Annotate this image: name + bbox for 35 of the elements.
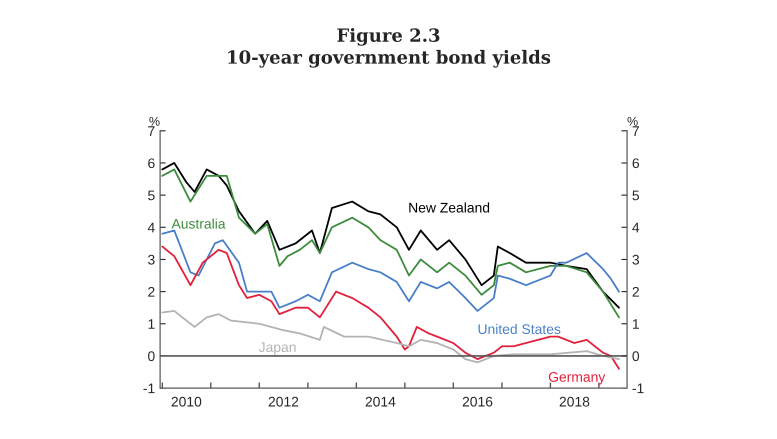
y2-tick-label: -1	[632, 384, 644, 394]
chart-subtitle: 10-year government bond yields	[228, 50, 550, 68]
y2-tick-label: 6	[632, 158, 640, 168]
chart-title: Figure 2.3	[337, 28, 440, 46]
line-series	[161, 310, 620, 364]
y-tick-label: 0	[148, 351, 155, 362]
y-axis-title: %	[149, 116, 160, 126]
y2-tick-label: 5	[632, 190, 640, 200]
y-tick-label: 2	[148, 286, 155, 297]
y-tick-label: 4	[148, 222, 155, 232]
y2-axis-title: %	[627, 116, 638, 126]
series-label: Germany	[548, 372, 606, 385]
series-label: Australia	[172, 218, 226, 229]
y2-tick-label: 2	[632, 286, 639, 297]
y2-tick-label: 0	[632, 351, 640, 362]
series-label: New Zealand	[409, 202, 490, 213]
x-tick-label: 2014	[366, 396, 396, 407]
y2-tick-label: 3	[632, 254, 640, 265]
y-tick-label: 3	[148, 254, 155, 265]
x-tick-label: 2016	[462, 396, 492, 407]
series-label: Japan	[258, 342, 296, 355]
line-series	[161, 246, 620, 370]
y-tick-label: 5	[148, 190, 155, 200]
y2-tick-label: 1	[632, 319, 639, 329]
y2-tick-label: 7	[632, 126, 639, 136]
y-tick-label: 7	[148, 126, 155, 136]
series-label: United States	[478, 324, 560, 334]
y2-tick-label: 4	[632, 222, 640, 232]
y-tick-label: 6	[148, 158, 155, 168]
line-series	[161, 230, 620, 312]
x-tick-label: 2010	[172, 396, 202, 407]
y-tick-label: -1	[143, 384, 155, 394]
x-tick-label: 2012	[268, 396, 298, 407]
y-tick-label: 1	[148, 319, 155, 329]
x-tick-label: 2018	[560, 396, 590, 407]
